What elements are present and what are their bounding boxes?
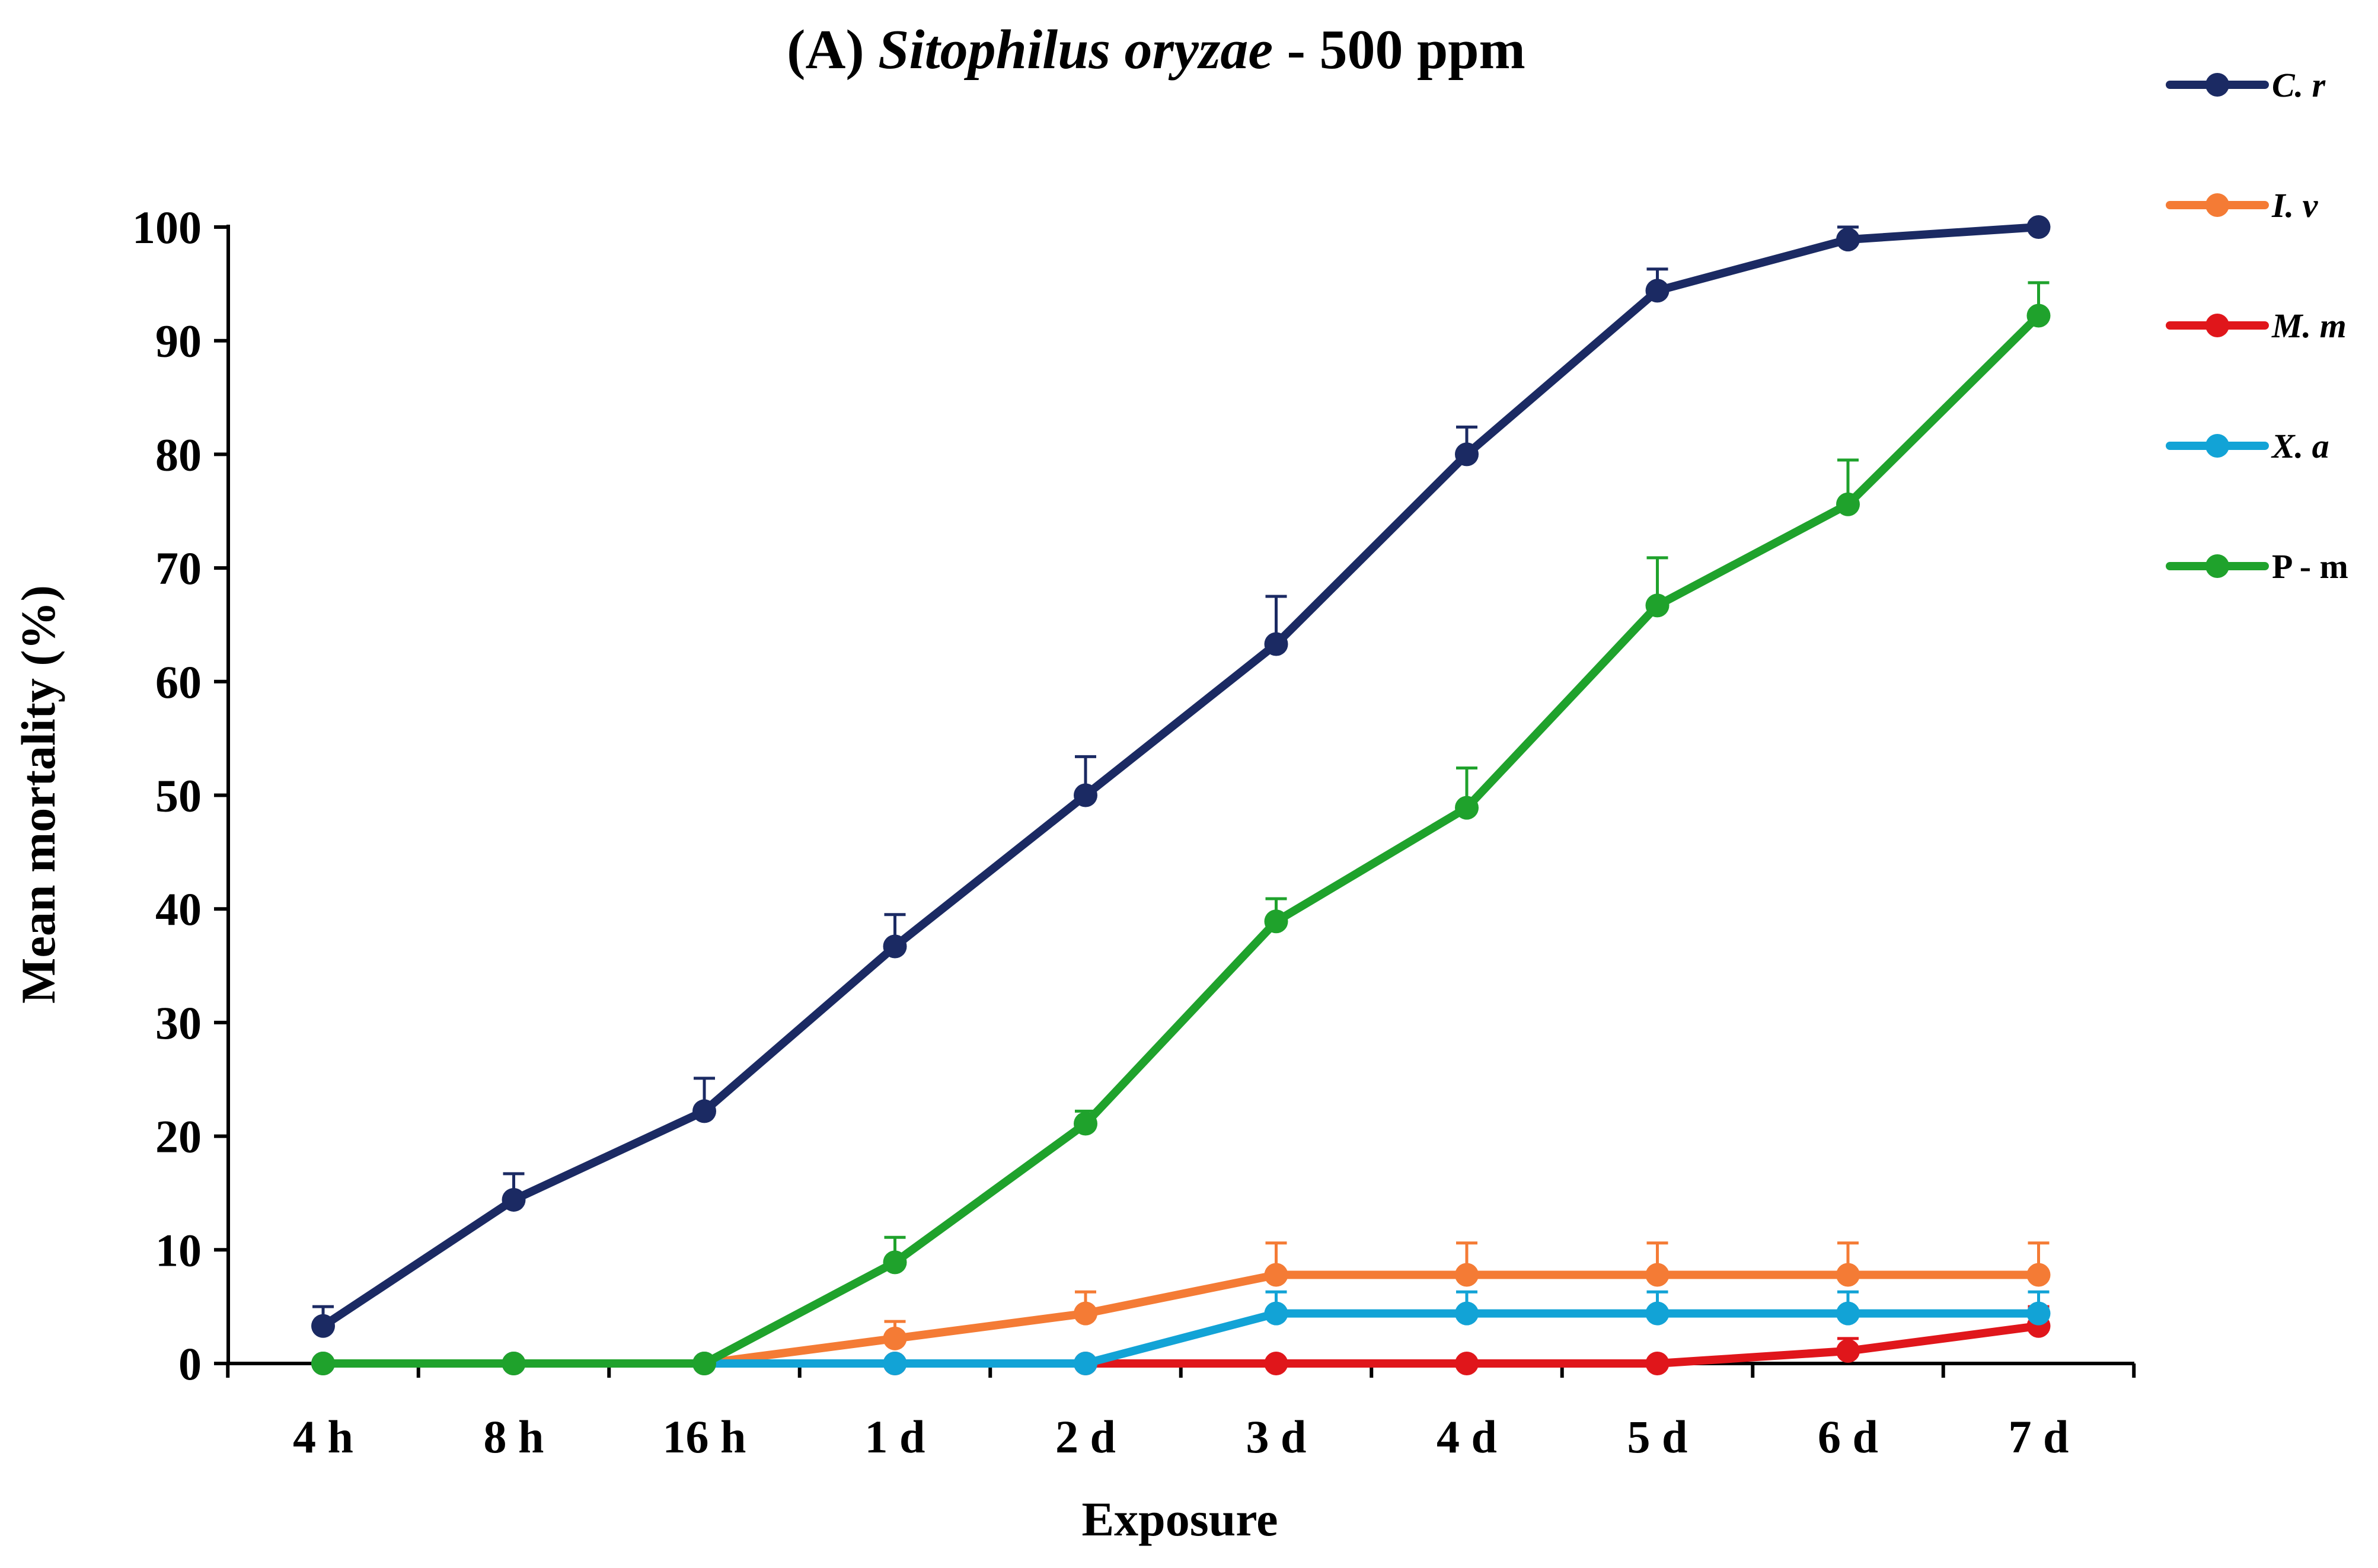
series-c-r [311,215,2051,1338]
data-point [1264,1352,1288,1375]
data-point [883,934,907,959]
x-tick-label: 8 h [484,1411,544,1462]
series-line [319,223,2043,1330]
data-point [502,1187,526,1212]
x-tick-label: 16 h [663,1411,746,1462]
x-tick-label: 6 d [1818,1411,1878,1462]
data-point [692,1099,716,1123]
axes: 0 10 20 30 40 50 60 70 80 90 100 4 h 8 h 16 h 1 d 2 d 3 … [132,202,2136,1462]
y-tick-label: 80 [155,429,202,480]
data-point [1836,1339,1860,1363]
data-point [1836,1263,1860,1287]
y-tick-label: 0 [178,1338,202,1390]
data-point [1645,1263,1670,1287]
y-axis-label: Mean mortality (%) [11,585,65,1004]
series-layer [311,215,2051,1375]
title-prefix: (A) [787,19,864,81]
legend-entry: P - m [2166,547,2348,586]
y-tick-label: 70 [155,542,202,594]
x-tick-label: 5 d [1627,1411,1688,1462]
data-point [1455,1352,1479,1375]
data-point [1074,1112,1097,1136]
y-tick-label: 40 [155,883,202,935]
data-point [1645,1352,1670,1375]
legend: C. r I. v M. m X. a P - m [2166,66,2348,586]
legend-swatch-marker [2205,554,2229,578]
y-tick-label: 10 [155,1224,202,1276]
data-point [1264,632,1288,656]
data-point [1455,1263,1479,1287]
data-point [1074,1352,1097,1375]
legend-label: P - m [2272,547,2348,586]
x-tick-label: 2 d [1055,1411,1116,1462]
legend-entry: M. m [2166,306,2347,345]
y-tick-label: 50 [155,770,202,822]
y-tick-label: 20 [155,1111,202,1163]
data-point [1836,228,1860,252]
data-point [1836,1301,1860,1326]
data-point [1836,492,1860,516]
series-line [319,1270,2043,1368]
data-point [1645,1301,1670,1326]
legend-label: M. m [2271,306,2347,345]
data-point [883,1326,907,1350]
title-species: Sitophilus oryzae [878,19,1273,81]
legend-entry: C. r [2166,66,2326,104]
data-point [883,1352,907,1375]
legend-label: I. v [2271,186,2319,225]
data-point [1455,442,1479,467]
series-p-m [311,281,2051,1375]
data-point [1074,783,1097,807]
data-point [1264,1301,1288,1326]
legend-swatch-marker [2205,434,2229,458]
data-point [1074,1301,1097,1326]
title-suffix: - 500 ppm [1287,19,1525,81]
legend-entry: X. a [2166,427,2329,465]
x-tick-label: 3 d [1246,1411,1307,1462]
data-point [1455,1301,1479,1326]
x-axis-label: Exposure [1081,1492,1278,1546]
y-tick-label: 30 [155,997,202,1049]
data-point [1645,279,1670,303]
series-line [319,1321,2043,1368]
y-tick-label: 100 [132,202,202,253]
legend-swatch-marker [2205,193,2229,217]
data-point [883,1250,907,1275]
x-tick-label: 7 d [2009,1411,2069,1462]
chart-title: (A) Sitophilus oryzae - 500 ppm [787,19,1525,81]
data-point [2026,304,2051,328]
y-tick-label: 90 [155,315,202,367]
legend-label: C. r [2272,66,2326,104]
data-point [1645,593,1670,618]
data-point [2026,215,2051,239]
data-point [502,1352,526,1375]
legend-swatch-marker [2205,314,2229,337]
data-point [1264,909,1288,934]
y-tick-label: 60 [155,656,202,708]
data-point [692,1352,716,1375]
legend-swatch-marker [2205,73,2229,97]
data-point [2026,1301,2051,1326]
x-tick-label: 4 h [293,1411,353,1462]
x-tick-label: 1 d [865,1411,925,1462]
data-point [1455,796,1479,820]
series-line [319,311,2043,1368]
data-point [2026,1263,2051,1287]
data-point [311,1352,335,1375]
data-point [1264,1263,1288,1287]
x-tick-label: 4 d [1437,1411,1497,1462]
data-point [311,1314,335,1338]
legend-label: X. a [2271,427,2329,465]
legend-entry: I. v [2166,186,2319,225]
